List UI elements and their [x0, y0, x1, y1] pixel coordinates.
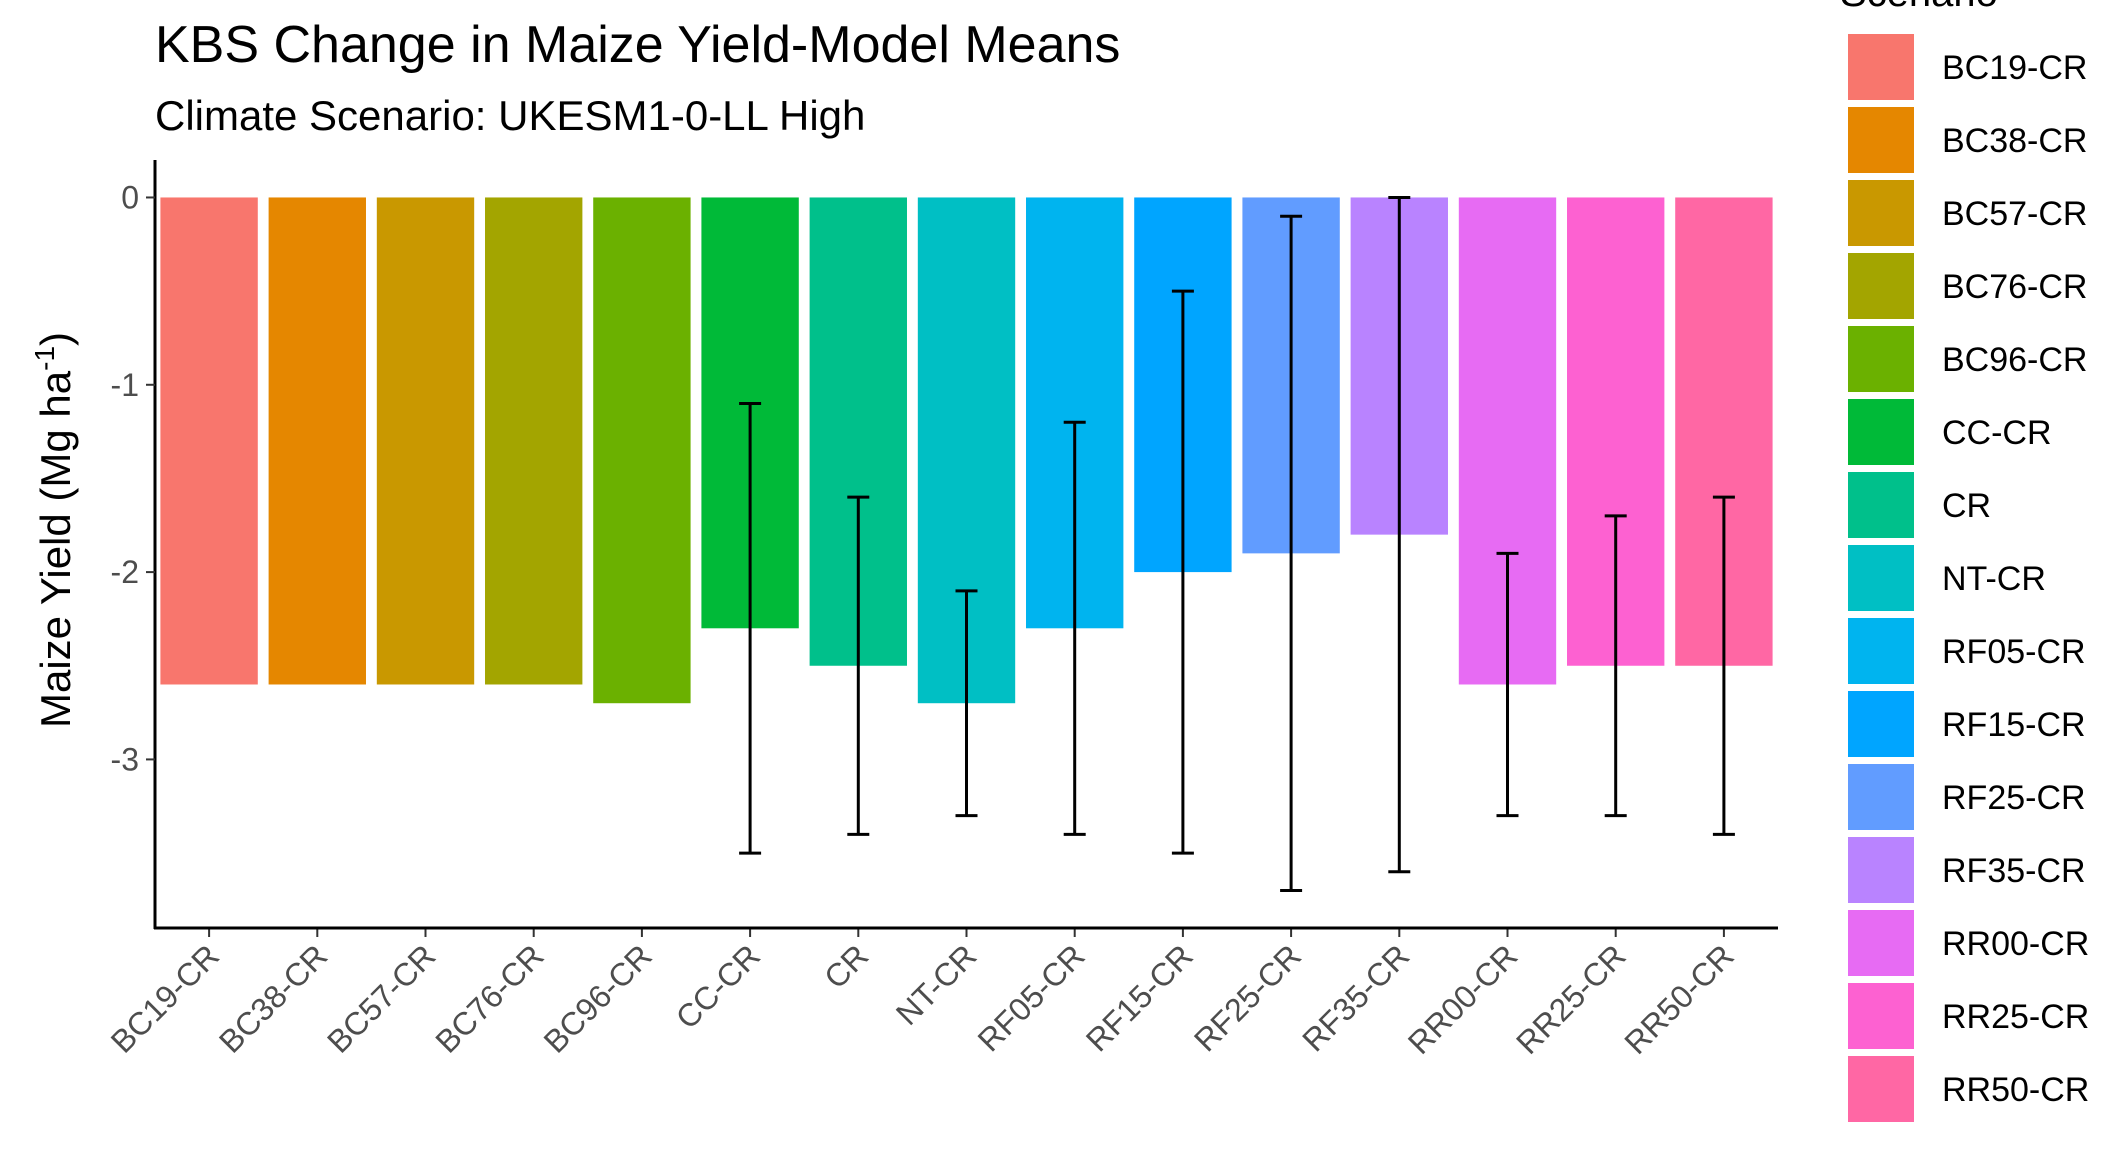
legend-key-rf15-cr	[1848, 691, 1914, 757]
legend-label-bc38-cr: BC38-CR	[1942, 122, 2087, 160]
error-bar-nt-cr	[955, 589, 978, 818]
legend-key-rf25-cr	[1848, 764, 1914, 830]
legend-label-rf35-cr: RF35-CR	[1942, 852, 2086, 890]
legend-key-rr25-cr	[1848, 983, 1914, 1049]
x-tick-label: CR	[817, 937, 875, 995]
x-tick-label: NT-CR	[889, 937, 984, 1032]
legend-label-rf05-cr: RF05-CR	[1942, 633, 2086, 671]
legend-key-rf35-cr	[1848, 837, 1914, 903]
bar-bc19-cr	[160, 197, 258, 685]
legend-label-bc96-cr: BC96-CR	[1942, 341, 2087, 379]
legend-key-nt-cr	[1848, 545, 1914, 611]
error-bar-rr25-cr	[1604, 514, 1627, 818]
legend-label-rf25-cr: RF25-CR	[1942, 779, 2086, 817]
legend-key-rr50-cr	[1848, 1056, 1914, 1122]
x-tick-label: RR50-CR	[1617, 937, 1741, 1061]
legend-label-bc76-cr: BC76-CR	[1942, 268, 2087, 306]
error-bar-rf05-cr	[1063, 420, 1086, 836]
x-tick-label: RF05-CR	[971, 937, 1092, 1058]
legend-label-nt-cr: NT-CR	[1942, 560, 2046, 598]
legend-label-bc19-cr: BC19-CR	[1942, 49, 2087, 87]
legend-key-rf05-cr	[1848, 618, 1914, 684]
legend-label-rr25-cr: RR25-CR	[1942, 998, 2089, 1036]
error-bar-rf25-cr	[1280, 214, 1303, 893]
legend-key-rr00-cr	[1848, 910, 1914, 976]
legend-title: Scenario	[1840, 0, 1998, 15]
legend-label-rf15-cr: RF15-CR	[1942, 706, 2086, 744]
y-tick-label: 0	[121, 179, 139, 215]
legend-key-bc38-cr	[1848, 107, 1914, 173]
bar-bc96-cr	[593, 197, 691, 704]
error-bar-cr	[847, 495, 870, 836]
chart-title: KBS Change in Maize Yield-Model Means	[155, 16, 1120, 74]
chart-subtitle: Climate Scenario: UKESM1-0-LL High	[155, 92, 865, 139]
legend-label-cc-cr: CC-CR	[1942, 414, 2052, 452]
x-tick-label: RF35-CR	[1295, 937, 1416, 1058]
x-tick-label: BC19-CR	[104, 937, 226, 1059]
error-bar-cc-cr	[739, 402, 762, 855]
legend-label-bc57-cr: BC57-CR	[1942, 195, 2087, 233]
y-tick-label: -3	[111, 741, 139, 777]
legend-label-cr: CR	[1942, 487, 1991, 525]
x-tick-label: RR25-CR	[1509, 937, 1633, 1061]
x-tick-label: CC-CR	[669, 937, 767, 1035]
x-tick-label: RR00-CR	[1401, 937, 1525, 1061]
y-axis-title-main: Maize Yield (Mg ha	[32, 370, 79, 728]
legend: Scenario BC19-CR BC38-CR BC57-CR BC76-CR BC9…	[1840, 0, 2089, 1122]
x-tick-label: BC76-CR	[428, 937, 550, 1059]
y-axis-title: Maize Yield (Mg ha-1)	[29, 332, 79, 728]
legend-key-bc19-cr	[1848, 34, 1914, 100]
y-axis-title-superscript: -1	[29, 346, 60, 371]
x-tick-label: BC96-CR	[537, 937, 659, 1059]
bar-bc76-cr	[485, 197, 583, 685]
x-tick-label: BC38-CR	[212, 937, 334, 1059]
x-tick-label: BC57-CR	[320, 937, 442, 1059]
y-tick-label: -2	[111, 554, 139, 590]
legend-key-cc-cr	[1848, 399, 1914, 465]
x-tick-label: RF15-CR	[1079, 937, 1200, 1058]
error-bars-layer	[739, 195, 1735, 893]
bar-bc57-cr	[376, 197, 475, 685]
y-tick-label: -1	[111, 367, 139, 403]
error-bar-rr00-cr	[1496, 551, 1519, 818]
legend-label-rr00-cr: RR00-CR	[1942, 925, 2089, 963]
legend-key-bc76-cr	[1848, 253, 1914, 319]
error-bar-rr50-cr	[1712, 495, 1735, 836]
legend-key-bc57-cr	[1848, 180, 1914, 246]
error-bar-rf35-cr	[1388, 195, 1411, 874]
error-bar-rf15-cr	[1171, 289, 1194, 855]
legend-key-cr	[1848, 472, 1914, 538]
legend-label-rr50-cr: RR50-CR	[1942, 1071, 2089, 1109]
legend-key-bc96-cr	[1848, 326, 1914, 392]
x-tick-label: RF25-CR	[1187, 937, 1308, 1058]
y-axis-title-close: )	[32, 332, 79, 346]
bar-bc38-cr	[268, 197, 366, 685]
